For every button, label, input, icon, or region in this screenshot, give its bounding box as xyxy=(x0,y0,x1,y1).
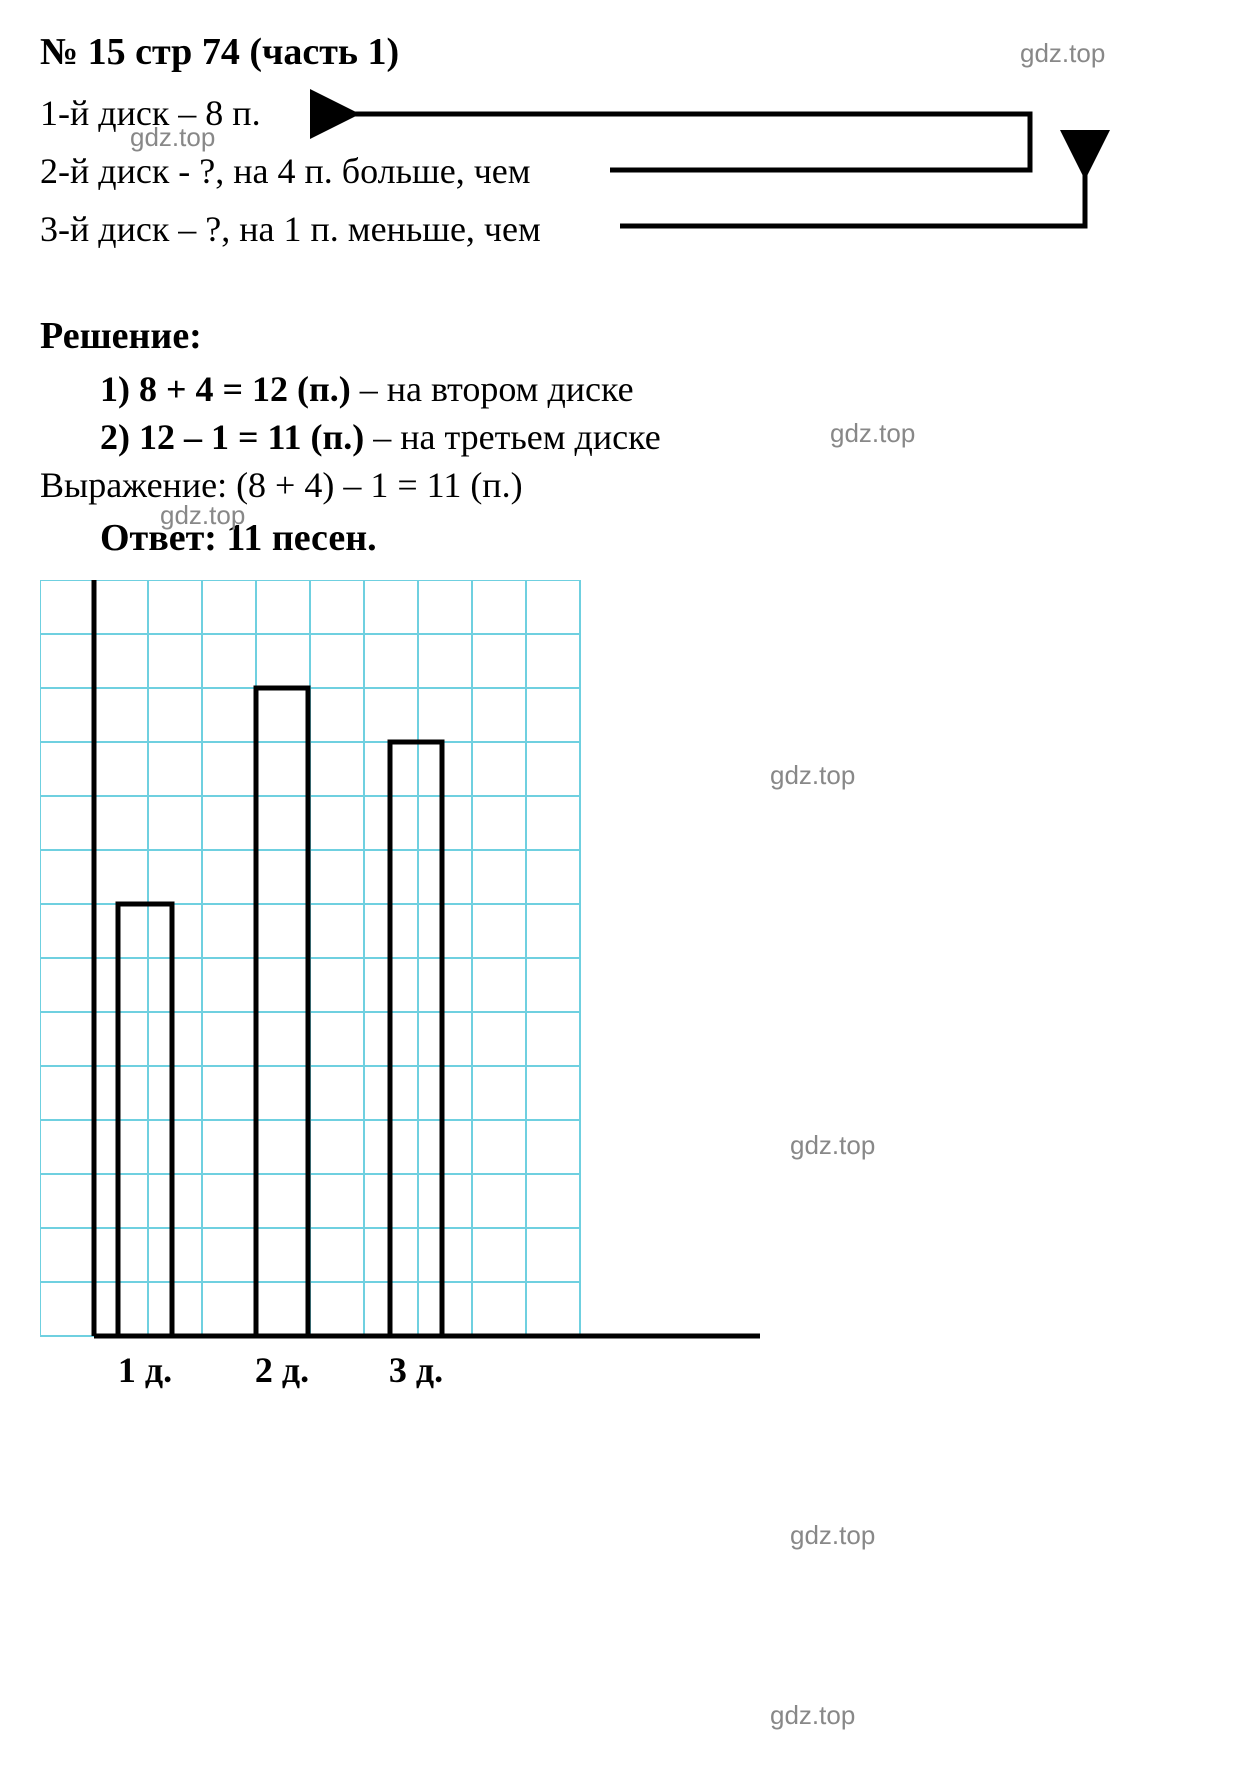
step-note: – на втором диске xyxy=(351,369,634,409)
step-number: 2) xyxy=(100,417,130,457)
step-expression: 12 – 1 = 11 (п.) xyxy=(139,417,364,457)
given-line-2: 2-й диск - ?, на 4 п. больше, чем xyxy=(40,144,1194,200)
given-line-3: 3-й диск – ?, на 1 п. меньше, чем xyxy=(40,202,1194,258)
given-section: 1-й диск – 8 п. 2-й диск - ?, на 4 п. бо… xyxy=(40,86,1194,296)
watermark: gdz.top xyxy=(770,760,855,791)
bar-label: 3 д. xyxy=(389,1350,443,1390)
bar-label: 2 д. xyxy=(255,1350,309,1390)
watermark: gdz.top xyxy=(770,1700,855,1731)
bar-chart: 1 д. 2 д. 3 д. xyxy=(40,580,770,1410)
bar-label: 1 д. xyxy=(118,1350,172,1390)
watermark: gdz.top xyxy=(790,1520,875,1551)
given-line-1: 1-й диск – 8 п. xyxy=(40,86,1194,142)
expression-line: Выражение: (8 + 4) – 1 = 11 (п.) xyxy=(40,464,1194,506)
step-number: 1) xyxy=(100,369,130,409)
solution-step-1: 1) 8 + 4 = 12 (п.) – на втором диске xyxy=(100,368,1194,410)
solution-step-2: 2) 12 – 1 = 11 (п.) – на третьем диске xyxy=(100,416,1194,458)
step-expression: 8 + 4 = 12 (п.) xyxy=(139,369,351,409)
solution-heading: Решение: xyxy=(40,314,1194,358)
heading: № 15 стр 74 (часть 1) xyxy=(40,30,1194,74)
step-note: – на третьем диске xyxy=(364,417,660,457)
answer-line: Ответ: 11 песен. xyxy=(100,516,1194,560)
watermark: gdz.top xyxy=(790,1130,875,1161)
chart-svg: 1 д. 2 д. 3 д. xyxy=(40,580,770,1410)
